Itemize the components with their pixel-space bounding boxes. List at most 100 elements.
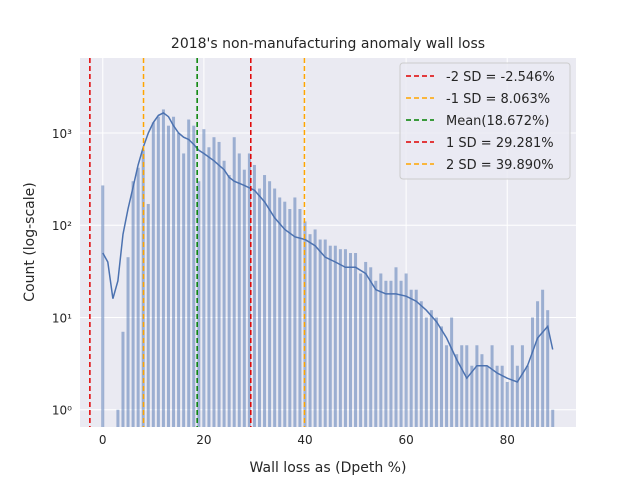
x-axis-label: Wall loss as (Dpeth %) — [250, 460, 407, 476]
legend-box — [399, 62, 571, 180]
x-tick-label: 60 — [398, 433, 413, 447]
bar — [247, 153, 251, 428]
bar — [197, 181, 201, 427]
bar — [525, 365, 529, 427]
bar — [172, 116, 176, 428]
bar — [364, 261, 368, 427]
chart-title: 2018's non-manufacturing anomaly wall lo… — [171, 36, 485, 52]
bar — [379, 273, 383, 427]
bar — [541, 289, 545, 427]
bar — [323, 239, 327, 427]
bar — [278, 197, 282, 427]
legend-label: Mean(18.672%) — [446, 114, 549, 129]
bar — [217, 141, 221, 427]
bar — [348, 253, 352, 427]
bar — [546, 310, 550, 427]
bar — [121, 331, 125, 427]
bar — [242, 169, 246, 427]
bar — [369, 267, 373, 427]
bar — [313, 229, 317, 427]
bar — [470, 365, 474, 427]
bar — [374, 280, 378, 427]
bar — [227, 175, 231, 427]
kde-line — [102, 112, 554, 383]
bar — [480, 354, 484, 427]
bar — [434, 317, 438, 427]
bar — [293, 197, 297, 427]
bar — [131, 181, 135, 427]
bar — [495, 365, 499, 427]
x-tick-label: 80 — [500, 433, 515, 447]
bar — [151, 122, 155, 427]
bar — [409, 289, 413, 427]
bar — [460, 345, 464, 427]
legend-label: -2 SD = -2.546% — [446, 70, 555, 85]
bar — [515, 365, 519, 427]
bar — [450, 317, 454, 427]
bar — [384, 280, 388, 427]
bar — [505, 381, 509, 427]
bar — [136, 167, 140, 427]
bar — [424, 317, 428, 427]
x-tick-label: 0 — [99, 433, 107, 447]
bar — [146, 203, 150, 427]
bar — [455, 354, 459, 427]
bar — [202, 129, 206, 427]
bar — [440, 326, 444, 427]
bar — [465, 345, 469, 427]
bar — [328, 245, 332, 427]
bar — [445, 345, 449, 427]
bar — [273, 188, 277, 427]
bar — [177, 132, 181, 427]
bar — [298, 208, 302, 427]
y-tick-label: 10⁰ — [52, 404, 72, 418]
bar — [485, 365, 489, 427]
bar — [288, 208, 292, 427]
bar — [187, 119, 191, 427]
bar — [394, 267, 398, 427]
bar — [101, 185, 105, 427]
legend-label: -1 SD = 8.063% — [446, 92, 550, 107]
bar — [475, 345, 479, 427]
bar — [490, 345, 494, 427]
bar — [156, 116, 160, 428]
bar — [520, 345, 524, 427]
bar — [354, 253, 358, 427]
bar — [551, 409, 555, 427]
bar — [359, 273, 363, 427]
bar — [192, 125, 196, 427]
bar — [252, 164, 256, 427]
bar — [419, 301, 423, 427]
bar — [212, 137, 216, 427]
bar — [404, 273, 408, 427]
bar — [429, 310, 433, 427]
y-axis-label: Count (log-scale) — [22, 182, 38, 301]
bar — [283, 201, 287, 427]
legend-label: 2 SD = 39.890% — [446, 158, 554, 173]
bar — [257, 188, 261, 427]
bar — [389, 280, 393, 427]
legend-label: 1 SD = 29.281% — [446, 136, 554, 151]
bar — [531, 317, 535, 427]
y-tick-label: 10² — [52, 219, 72, 233]
bar — [318, 239, 322, 427]
bar — [536, 301, 540, 427]
bar — [237, 153, 241, 428]
bar — [343, 249, 347, 427]
bar — [510, 345, 514, 427]
bar — [263, 175, 267, 427]
bar — [399, 280, 403, 427]
x-tick-label: 40 — [297, 433, 312, 447]
bar — [232, 137, 236, 427]
y-tick-label: 10³ — [52, 127, 72, 141]
bar — [161, 109, 165, 427]
x-tick-label: 20 — [196, 433, 211, 447]
bar — [166, 125, 170, 427]
bar — [268, 181, 272, 427]
bar — [414, 289, 418, 427]
bar — [500, 365, 504, 427]
bar — [222, 160, 226, 427]
bar — [182, 153, 186, 428]
bar — [333, 245, 337, 427]
